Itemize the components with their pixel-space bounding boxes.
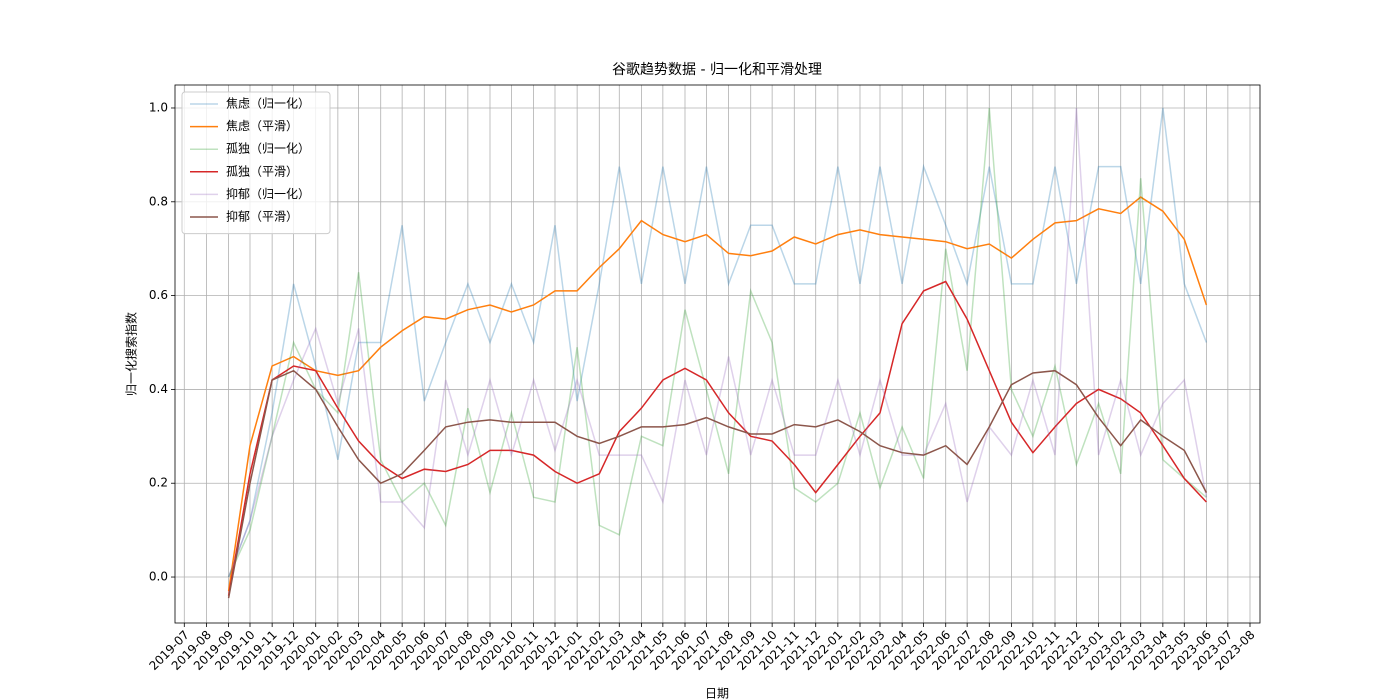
legend-label: 孤独（归一化）: [226, 142, 310, 156]
legend-label: 焦虑（归一化）: [226, 97, 310, 111]
legend-label: 焦虑（平滑）: [226, 119, 298, 133]
legend-label: 抑郁（平滑）: [226, 209, 298, 224]
grid: [175, 85, 1260, 623]
y-tick-label: 0.2: [149, 476, 168, 490]
y-tick-label: 0.4: [149, 382, 168, 396]
plot-frame: [174, 84, 1261, 624]
y-axis-label: 归一化搜索指数: [124, 312, 139, 396]
series-line: [227, 196, 1208, 592]
x-axis-label: 日期: [705, 687, 729, 700]
legend-box: [181, 91, 331, 235]
legend-label: 孤独（平滑）: [226, 164, 298, 178]
y-tick-label: 0.0: [149, 570, 168, 584]
y-tick-label: 1.0: [149, 100, 168, 114]
y-tick-label: 0.8: [149, 194, 168, 208]
series-line: [227, 280, 1207, 596]
series-line: [227, 369, 1208, 599]
chart-title: 谷歌趋势数据 - 归一化和平滑处理: [612, 61, 822, 78]
series-line: [227, 107, 1208, 578]
legend: 焦虑（归一化） 焦虑（平滑） 孤独（归一化） 孤独（平滑） 抑郁（归一化） 抑郁（平滑）: [181, 91, 331, 235]
series-line: [227, 107, 1207, 578]
legend-label: 抑郁（归一化）: [226, 186, 310, 201]
series-line: [227, 107, 1208, 578]
y-tick-label: 0.6: [149, 288, 168, 302]
